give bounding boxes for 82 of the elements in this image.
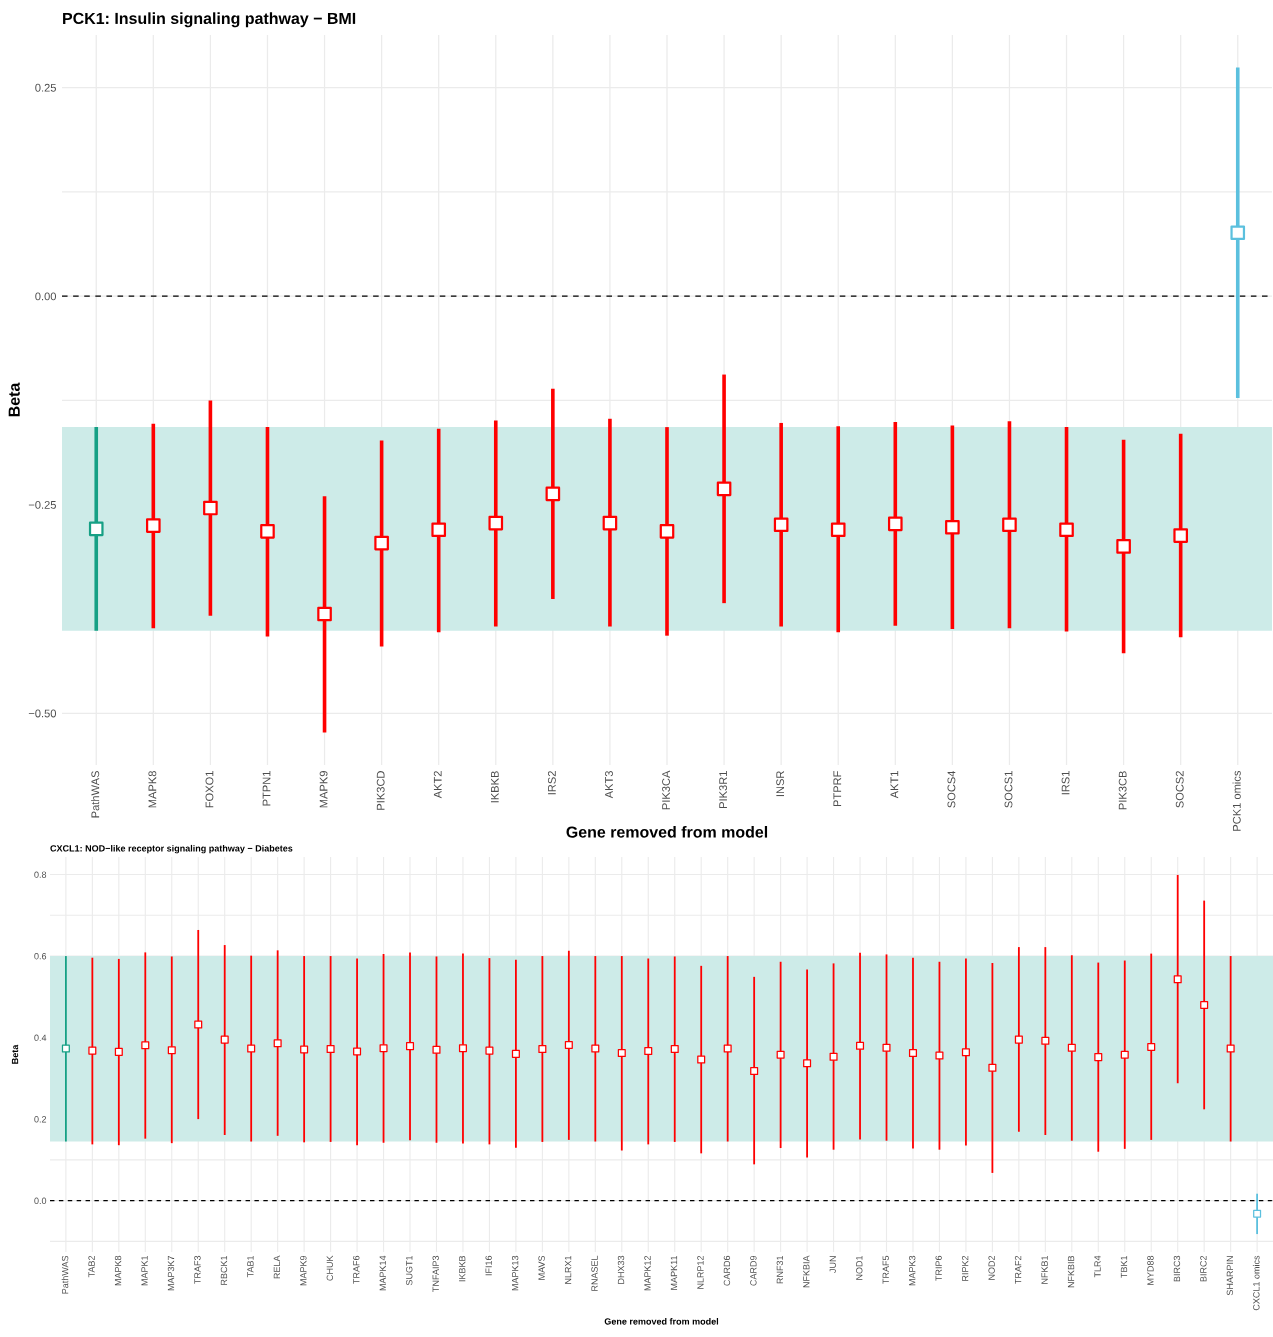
x-tick-label: SOCS4 bbox=[947, 770, 956, 808]
x-tick-label: PCK1 omics bbox=[1232, 770, 1241, 831]
x-tick-label: SUGT1 bbox=[406, 1255, 413, 1286]
x-tick-label: PIK3R1 bbox=[719, 771, 728, 808]
x-tick-label: RNASEL bbox=[591, 1255, 598, 1291]
y-tick-label: 0.2 bbox=[34, 1116, 47, 1123]
x-tick-label: PathWAS bbox=[91, 771, 100, 818]
x-tick-label: MAPK1 bbox=[141, 1255, 148, 1286]
x-tick-label: TRAF6 bbox=[353, 1255, 360, 1284]
x-tick-label: IRS1 bbox=[1061, 771, 1070, 795]
x-tick-label: IFI16 bbox=[485, 1255, 492, 1276]
x-tick-label: MYD88 bbox=[1147, 1255, 1154, 1285]
x-tick-label: AKT2 bbox=[433, 771, 442, 799]
x-tick-label: MAPK8 bbox=[148, 771, 157, 808]
chart-title: CXCL1: NOD−like receptor signaling pathway − Diabetes bbox=[50, 844, 293, 854]
x-axis-title: Gene removed from model bbox=[604, 1318, 719, 1325]
x-tick-label: MAPK3 bbox=[909, 1255, 916, 1286]
x-tick-label: IRS2 bbox=[547, 771, 556, 795]
x-tick-label: NFKBIB bbox=[1067, 1255, 1075, 1288]
x-tick-label: BIRC3 bbox=[1173, 1255, 1181, 1282]
chart-title: PCK1: Insulin signaling pathway − BMI bbox=[63, 12, 356, 28]
x-tick-label: TRAF3 bbox=[194, 1255, 201, 1284]
x-tick-label: TAB2 bbox=[88, 1255, 95, 1278]
x-tick-label: AKT3 bbox=[605, 771, 613, 799]
x-tick-label: TLR4 bbox=[1094, 1255, 1101, 1278]
x-tick-label: IKBKB bbox=[459, 1255, 466, 1282]
x-tick-label: NOD1 bbox=[856, 1255, 863, 1280]
x-tick-label: CARD9 bbox=[750, 1255, 757, 1286]
x-tick-label: PTPN1 bbox=[262, 771, 271, 806]
y-tick-label: 0.00 bbox=[35, 292, 57, 301]
x-tick-label: MAPK8 bbox=[114, 1255, 122, 1286]
x-tick-label: TRAF5 bbox=[882, 1255, 889, 1284]
y-tick-label: 0.6 bbox=[34, 953, 47, 960]
x-tick-label: MAP3K7 bbox=[167, 1255, 175, 1291]
x-tick-label: TBK1 bbox=[1120, 1255, 1128, 1278]
x-tick-label: CARD6 bbox=[723, 1255, 731, 1286]
x-tick-label: MAPK9 bbox=[319, 771, 328, 808]
y-tick-label: 0.25 bbox=[35, 83, 56, 92]
y-tick-label: −0.25 bbox=[28, 500, 56, 509]
x-tick-label: TRIP6 bbox=[935, 1255, 942, 1281]
x-tick-label: MAVS bbox=[538, 1255, 545, 1280]
x-tick-label: BIRC2 bbox=[1200, 1255, 1207, 1282]
x-tick-label: NLRP12 bbox=[697, 1255, 704, 1289]
x-tick-label: MAPK9 bbox=[300, 1255, 307, 1286]
y-axis-title: Beta bbox=[11, 1044, 19, 1064]
x-tick-label: TAB1 bbox=[247, 1255, 254, 1278]
x-tick-label: PIK3CD bbox=[376, 771, 385, 810]
y-tick-label: 0.0 bbox=[34, 1197, 47, 1204]
x-tick-label: PIK3CA bbox=[662, 770, 670, 810]
y-axis-title: Beta bbox=[8, 382, 20, 417]
x-tick-label: RNF31 bbox=[776, 1255, 784, 1284]
x-tick-label: MAPK14 bbox=[379, 1255, 386, 1291]
y-tick-label: 0.8 bbox=[34, 871, 47, 878]
x-tick-label: NFKB1 bbox=[1041, 1255, 1048, 1284]
x-tick-label: MAPK11 bbox=[670, 1255, 678, 1290]
x-tick-label: JUN bbox=[829, 1256, 836, 1273]
x-tick-label: SHARPIN bbox=[1226, 1256, 1234, 1296]
x-tick-label: FOXO1 bbox=[205, 771, 214, 808]
x-tick-label: AKT1 bbox=[890, 771, 899, 799]
x-tick-label: CXCL1 omics bbox=[1252, 1255, 1260, 1311]
x-tick-label: SOCS1 bbox=[1004, 771, 1013, 808]
x-tick-label: INSR bbox=[776, 771, 785, 797]
x-tick-label: NFKBIA bbox=[803, 1255, 810, 1288]
x-tick-label: CHUK bbox=[326, 1255, 334, 1281]
x-tick-label: MAPK12 bbox=[644, 1255, 651, 1291]
x-axis-title: Gene removed from model bbox=[566, 826, 768, 838]
x-tick-label: PathWAS bbox=[61, 1255, 69, 1294]
x-tick-label: PIK3CB bbox=[1118, 771, 1127, 810]
x-tick-label: RELA bbox=[273, 1255, 280, 1279]
x-tick-label: RBCK1 bbox=[220, 1255, 228, 1285]
x-tick-label: TNFAIP3 bbox=[432, 1255, 439, 1292]
y-tick-label: 0.4 bbox=[34, 1034, 47, 1041]
x-tick-label: NLRX1 bbox=[564, 1255, 572, 1284]
x-tick-label: DHX33 bbox=[617, 1255, 625, 1284]
x-tick-label: MAPK13 bbox=[511, 1255, 519, 1291]
x-tick-label: SOCS2 bbox=[1175, 771, 1184, 808]
x-tick-label: PTPRF bbox=[833, 771, 842, 807]
x-tick-label: NOD2 bbox=[988, 1255, 995, 1280]
x-tick-label: IKBKB bbox=[491, 771, 499, 803]
x-tick-label: RIPK2 bbox=[961, 1255, 969, 1281]
y-tick-label: −0.50 bbox=[28, 709, 57, 718]
x-tick-label: TRAF2 bbox=[1014, 1255, 1022, 1284]
